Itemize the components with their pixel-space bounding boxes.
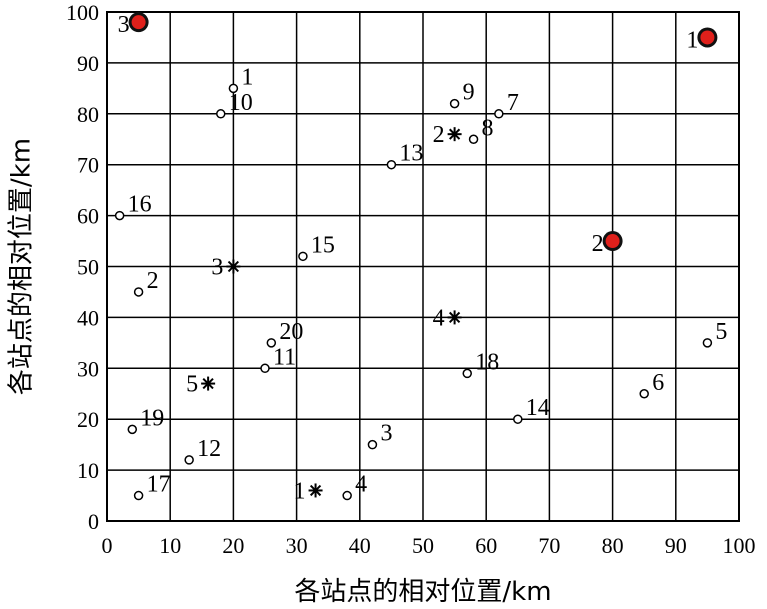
site-point-15 bbox=[298, 251, 308, 262]
y-tick-label: 80 bbox=[77, 102, 99, 127]
site-label-7: 7 bbox=[507, 90, 519, 116]
site-label-15: 15 bbox=[311, 232, 335, 258]
site-point-10 bbox=[216, 109, 226, 119]
site-label-10: 10 bbox=[229, 90, 253, 116]
x-tick-label: 100 bbox=[723, 533, 756, 558]
x-tick-label: 80 bbox=[602, 533, 624, 558]
y-tick-label: 20 bbox=[77, 407, 99, 432]
site-label-13: 13 bbox=[399, 141, 423, 167]
x-tick-label: 20 bbox=[222, 533, 244, 558]
x-axis-title: 各站点的相对位置/km bbox=[294, 577, 551, 607]
site-point-6 bbox=[639, 389, 649, 399]
site-point-20 bbox=[266, 338, 277, 348]
site-point-8 bbox=[468, 134, 479, 144]
y-tick-label: 30 bbox=[77, 356, 99, 381]
site-label-2: 2 bbox=[147, 268, 159, 294]
y-tick-label: 50 bbox=[77, 255, 99, 280]
site-point-7 bbox=[494, 109, 504, 119]
site-label-17: 17 bbox=[147, 472, 171, 498]
site-point-3 bbox=[367, 439, 378, 450]
site-label-11: 11 bbox=[273, 344, 296, 370]
center-point-1 bbox=[700, 30, 715, 45]
site-label-5: 5 bbox=[715, 319, 727, 345]
candidate-marker-1 bbox=[308, 483, 323, 498]
y-tick-label: 10 bbox=[77, 458, 99, 483]
site-label-9: 9 bbox=[463, 80, 475, 106]
site-point-14 bbox=[513, 414, 523, 424]
x-tick-label: 90 bbox=[665, 533, 687, 558]
plot-frame bbox=[106, 11, 740, 522]
x-tick-label: 0 bbox=[102, 533, 113, 558]
candidate-marker-5 bbox=[201, 376, 216, 391]
site-point-13 bbox=[386, 159, 397, 170]
y-tick-label: 60 bbox=[77, 204, 99, 229]
site-point-4 bbox=[342, 490, 352, 501]
center-point-3 bbox=[131, 15, 146, 30]
site-label-18: 18 bbox=[475, 349, 499, 375]
y-tick-label: 70 bbox=[77, 153, 99, 178]
x-tick-label: 50 bbox=[412, 533, 434, 558]
site-label-4: 4 bbox=[355, 472, 367, 498]
x-tick-label: 30 bbox=[286, 533, 308, 558]
y-axis-ticks: 0 10 20 30 40 50 60 70 80 90 100 bbox=[66, 0, 99, 534]
candidate-label-2: 2 bbox=[433, 122, 445, 148]
site-label-16: 16 bbox=[128, 192, 152, 218]
y-tick-label: 90 bbox=[77, 51, 99, 76]
site-point-16 bbox=[114, 210, 125, 221]
site-point-18 bbox=[462, 368, 472, 379]
site-label-6: 6 bbox=[652, 370, 664, 396]
site-point-17 bbox=[133, 490, 144, 501]
site-label-3: 3 bbox=[380, 421, 392, 447]
x-tick-label: 70 bbox=[538, 533, 560, 558]
site-label-20: 20 bbox=[279, 319, 303, 345]
y-tick-label: 100 bbox=[66, 0, 99, 25]
y-axis-title: 各站点的相对位置/km bbox=[7, 138, 37, 395]
candidate-marker-2 bbox=[447, 127, 462, 142]
site-point-9 bbox=[449, 98, 460, 109]
site-point-12 bbox=[184, 455, 194, 465]
site-point-2 bbox=[133, 287, 144, 297]
x-tick-label: 60 bbox=[475, 533, 497, 558]
center-point-2 bbox=[605, 234, 620, 249]
site-label-8: 8 bbox=[482, 115, 494, 141]
site-point-11 bbox=[260, 363, 270, 374]
center-label-2: 2 bbox=[592, 231, 604, 257]
x-axis-ticks: 0 10 20 30 40 50 60 70 80 90 100 bbox=[102, 533, 756, 558]
site-label-19: 19 bbox=[140, 405, 164, 431]
candidate-label-5: 5 bbox=[186, 372, 198, 398]
candidate-marker-4 bbox=[447, 310, 462, 325]
site-point-5 bbox=[702, 338, 713, 348]
candidate-label-1: 1 bbox=[294, 478, 306, 504]
x-tick-label: 40 bbox=[349, 533, 371, 558]
y-tick-label: 0 bbox=[88, 509, 99, 534]
candidate-label-4: 4 bbox=[433, 305, 445, 331]
x-tick-label: 10 bbox=[159, 533, 181, 558]
site-label-14: 14 bbox=[526, 395, 550, 421]
candidate-label-3: 3 bbox=[211, 255, 223, 281]
site-label-12: 12 bbox=[197, 436, 221, 462]
site-label-1: 1 bbox=[241, 64, 253, 90]
y-tick-label: 40 bbox=[77, 305, 99, 330]
candidate-marker-3 bbox=[226, 259, 241, 274]
site-point-19 bbox=[127, 424, 138, 435]
site-point-1 bbox=[228, 83, 239, 94]
center-label-1: 1 bbox=[686, 27, 698, 53]
center-label-3: 3 bbox=[118, 12, 130, 38]
